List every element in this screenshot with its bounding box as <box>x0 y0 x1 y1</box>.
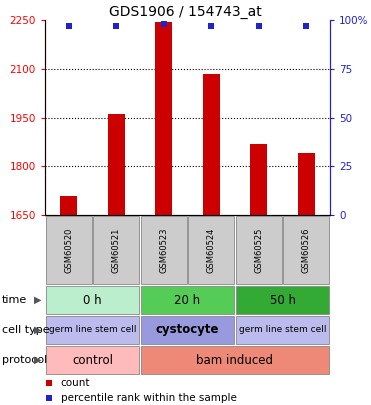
Bar <box>46 286 139 314</box>
Bar <box>236 286 329 314</box>
Bar <box>188 216 234 284</box>
Text: GSM60521: GSM60521 <box>112 227 121 273</box>
Text: germ line stem cell: germ line stem cell <box>239 326 326 335</box>
Bar <box>298 153 315 215</box>
Text: GDS1906 / 154743_at: GDS1906 / 154743_at <box>109 5 262 19</box>
Bar <box>155 21 172 215</box>
Text: GSM60526: GSM60526 <box>302 227 311 273</box>
Bar <box>283 216 329 284</box>
Bar <box>141 316 234 344</box>
Text: cell type: cell type <box>2 325 49 335</box>
Bar <box>60 196 77 215</box>
Text: GSM60525: GSM60525 <box>254 227 263 273</box>
Bar <box>141 216 187 284</box>
Text: GSM60524: GSM60524 <box>207 227 216 273</box>
Text: time: time <box>2 295 27 305</box>
Text: percentile rank within the sample: percentile rank within the sample <box>61 393 237 403</box>
Text: bam induced: bam induced <box>197 354 273 367</box>
Text: protocol: protocol <box>2 355 47 365</box>
Text: ▶: ▶ <box>34 355 41 365</box>
Bar <box>46 316 139 344</box>
Bar <box>203 74 220 215</box>
Bar <box>141 346 329 374</box>
Bar <box>93 216 139 284</box>
Bar <box>141 286 234 314</box>
Text: ▶: ▶ <box>34 325 41 335</box>
Text: germ line stem cell: germ line stem cell <box>49 326 136 335</box>
Bar <box>236 216 282 284</box>
Bar <box>236 316 329 344</box>
Text: 0 h: 0 h <box>83 294 102 307</box>
Text: count: count <box>61 378 90 388</box>
Bar <box>46 216 92 284</box>
Text: 20 h: 20 h <box>174 294 201 307</box>
Text: GSM60523: GSM60523 <box>159 227 168 273</box>
Text: GSM60520: GSM60520 <box>64 227 73 273</box>
Bar <box>250 143 267 215</box>
Text: control: control <box>72 354 113 367</box>
Bar <box>108 114 125 215</box>
Text: 50 h: 50 h <box>269 294 295 307</box>
Text: cystocyte: cystocyte <box>156 324 219 337</box>
Bar <box>46 346 139 374</box>
Text: ▶: ▶ <box>34 295 41 305</box>
